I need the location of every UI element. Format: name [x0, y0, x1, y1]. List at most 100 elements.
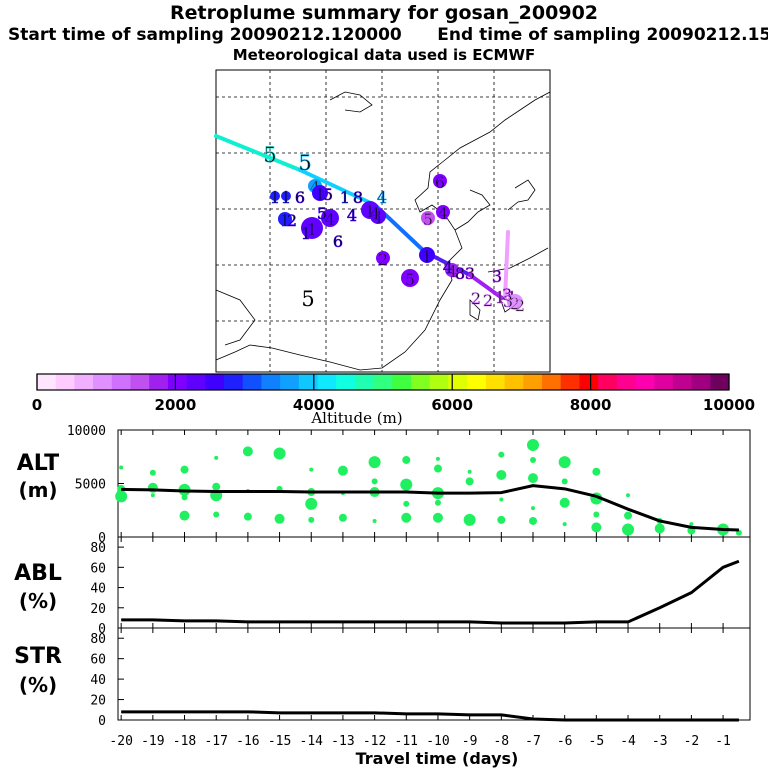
colorbar-swatch	[467, 374, 487, 390]
x-tick-label: -15	[268, 734, 291, 749]
cluster-point	[591, 522, 602, 533]
cluster-point	[214, 455, 219, 460]
cluster-point	[593, 511, 600, 518]
cluster-label: 5	[298, 151, 311, 175]
x-tick-label: -14	[300, 734, 324, 749]
trajectory-segment	[298, 168, 377, 207]
colorbar-tick-label: 10000	[703, 396, 755, 414]
colorbar-swatch	[598, 374, 618, 390]
cluster-label: 2	[483, 291, 493, 310]
panel-frame	[117, 536, 751, 629]
colorbar-swatch	[280, 374, 300, 390]
cluster-label: 5	[323, 185, 333, 204]
x-axis-label: Travel time (days)	[356, 749, 519, 768]
y-tick-label: 0	[98, 531, 106, 546]
colorbar-swatch	[74, 374, 94, 390]
cluster-point	[308, 516, 315, 523]
cluster-dot	[312, 185, 328, 201]
series-line	[121, 484, 739, 532]
cluster-label: 8	[353, 188, 363, 207]
cluster-point	[212, 482, 221, 491]
cluster-label: 4	[447, 262, 457, 281]
colorbar-swatch	[541, 374, 562, 390]
colorbar-swatch	[37, 374, 57, 390]
x-tick-label: -12	[363, 734, 386, 749]
colorbar-swatch	[392, 374, 412, 390]
cluster-label: 1	[270, 188, 280, 207]
colorbar-swatch	[354, 374, 375, 390]
x-tick-label: -1	[715, 734, 731, 749]
x-tick-label: -18	[173, 734, 196, 749]
panel-label-bottom: (%)	[19, 589, 57, 613]
colorbar-swatch	[149, 374, 169, 390]
colorbar-swatch	[691, 374, 711, 390]
colorbar-swatch	[616, 374, 636, 390]
cluster-label: 3	[502, 285, 512, 304]
x-tick-label: -2	[684, 734, 700, 749]
cluster-point	[497, 515, 506, 524]
cluster-markers: 5546541161518441121441621544833532112223…	[263, 143, 525, 316]
cluster-point	[624, 511, 633, 520]
cluster-point	[243, 512, 252, 521]
cluster-point	[180, 465, 189, 474]
cluster-label: 3	[492, 267, 502, 286]
cluster-point	[368, 456, 381, 469]
cluster-dot	[433, 174, 447, 188]
colorbar-swatch	[298, 374, 319, 390]
colorbar-tick-label: 4000	[293, 396, 335, 414]
cluster-point	[689, 522, 694, 527]
cluster-point	[402, 455, 411, 464]
end-label: End time of sampling	[437, 25, 641, 45]
cluster-label: 4	[373, 208, 383, 227]
cluster-point	[467, 469, 472, 474]
cluster-dot	[445, 263, 459, 277]
panel-frame	[117, 627, 751, 721]
y-tick-label: 20	[90, 694, 106, 709]
x-tick-label: -4	[620, 734, 636, 749]
x-tick-label: -16	[236, 734, 259, 749]
y-tick-label: 40	[90, 673, 106, 688]
cluster-label: 6	[295, 188, 305, 207]
cluster-point	[622, 523, 635, 536]
cluster-point	[213, 511, 220, 518]
y-tick-label: 40	[90, 582, 106, 597]
colorbar-tick-label: 8000	[570, 396, 612, 414]
colorbar-swatch	[635, 374, 655, 390]
colorbar-swatch	[429, 374, 449, 390]
x-tick-label: -7	[525, 734, 541, 749]
colorbar-swatch	[504, 374, 524, 390]
cluster-label: 1	[301, 224, 311, 243]
cluster-point	[527, 473, 538, 484]
cluster-label: 5	[405, 270, 415, 289]
y-tick-label: 20	[90, 602, 106, 617]
cluster-label: 5	[301, 287, 314, 311]
y-tick-label: 0	[98, 714, 106, 729]
x-tick-label: -11	[395, 734, 418, 749]
colorbar-swatch	[130, 374, 150, 390]
cluster-dot	[301, 217, 323, 239]
cluster-point	[654, 523, 665, 534]
cluster-point	[626, 493, 631, 498]
cluster-label: 4	[347, 206, 357, 225]
cluster-point	[305, 497, 318, 510]
y-tick-label: 5000	[75, 478, 106, 493]
panel-alt: 0 5000 10000 ALT(m)	[17, 424, 751, 546]
colorbar-swatch	[317, 374, 337, 390]
cluster-label: 6	[333, 232, 343, 251]
cluster-point	[498, 451, 505, 458]
cluster-point	[559, 497, 570, 508]
y-tick-label: 60	[90, 653, 106, 668]
colorbar-swatch	[579, 374, 599, 390]
panel-abl: 0 20 40 60 80 ABL (%)	[14, 536, 751, 637]
start-time: 20090212.120000	[229, 25, 402, 45]
cluster-label: 4	[438, 204, 448, 223]
timeseries-panels: 0 5000 10000 ALT(m) 0 20 40 60 80 ABL (%) 0 20 40 60 80…	[14, 424, 751, 749]
cluster-label: 3	[465, 264, 475, 283]
y-tick-label: 60	[90, 561, 106, 576]
cluster-label: 2	[510, 294, 520, 313]
colorbar-swatch	[261, 374, 281, 390]
cluster-point	[434, 499, 441, 506]
cluster-point	[433, 464, 442, 473]
colorbar-tick-label: 0	[32, 396, 42, 414]
